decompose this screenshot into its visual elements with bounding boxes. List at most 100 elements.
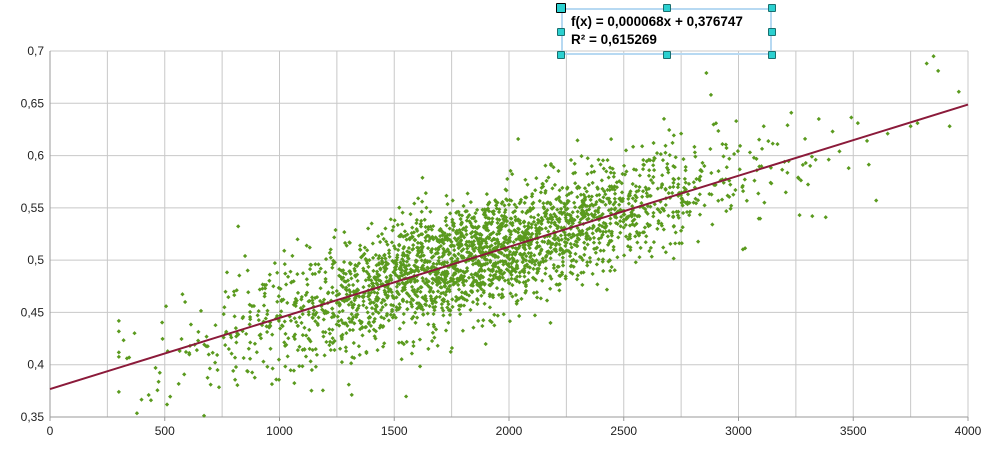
data-point	[376, 277, 381, 283]
data-point	[397, 326, 402, 331]
data-point	[708, 146, 713, 152]
data-point	[596, 157, 601, 162]
data-point	[582, 197, 588, 202]
data-point	[640, 189, 646, 194]
data-point	[284, 282, 289, 287]
data-point	[518, 221, 523, 226]
data-point	[584, 189, 589, 194]
data-point	[502, 203, 507, 208]
data-point	[536, 212, 541, 218]
data-point	[809, 154, 815, 159]
data-point	[364, 305, 369, 310]
data-point	[412, 201, 417, 206]
data-point	[535, 270, 540, 276]
data-point	[369, 281, 375, 286]
data-point	[309, 388, 314, 393]
data-point	[525, 182, 530, 187]
data-point	[530, 206, 535, 211]
data-point	[432, 335, 437, 340]
data-point	[584, 211, 589, 216]
selection-handle-middle-right[interactable]	[768, 28, 776, 36]
data-point	[344, 292, 349, 297]
data-point	[226, 346, 231, 352]
data-point	[346, 382, 351, 387]
data-point	[168, 394, 173, 399]
data-point	[433, 300, 439, 305]
data-point	[428, 285, 434, 291]
data-point	[668, 241, 673, 246]
data-point	[487, 305, 493, 310]
selection-handle-top-left[interactable]	[556, 3, 566, 13]
data-point	[673, 230, 678, 235]
data-point	[295, 323, 301, 328]
data-point	[637, 231, 642, 236]
data-point	[437, 240, 442, 245]
trendline	[49, 103, 969, 390]
trendline-equation-box[interactable]: f(x) = 0,000068x + 0,376747 R² = 0,61526…	[561, 8, 772, 55]
data-point	[605, 196, 610, 201]
data-point	[323, 270, 328, 275]
selection-handle-bottom-left[interactable]	[557, 51, 565, 59]
data-point	[282, 319, 287, 324]
selection-handle-middle-left[interactable]	[557, 28, 565, 36]
data-point	[612, 187, 617, 192]
data-point	[596, 257, 601, 262]
data-point	[208, 382, 213, 387]
data-point	[429, 266, 434, 271]
data-point	[476, 318, 481, 323]
data-point	[549, 220, 554, 225]
data-point	[673, 155, 678, 160]
data-point	[470, 300, 476, 305]
data-point	[391, 260, 397, 265]
data-point	[585, 242, 590, 247]
data-point	[496, 277, 502, 282]
selection-handle-bottom-center[interactable]	[663, 51, 671, 59]
data-point	[485, 206, 491, 211]
data-point	[383, 302, 388, 307]
data-point	[549, 276, 554, 281]
data-point	[233, 326, 238, 331]
data-point	[885, 131, 890, 136]
data-point	[423, 229, 428, 234]
data-point	[936, 68, 941, 73]
data-point	[389, 309, 395, 314]
data-point	[526, 220, 531, 226]
data-point	[445, 299, 450, 304]
selection-handle-top-center[interactable]	[663, 4, 671, 12]
data-point	[590, 231, 595, 236]
data-point	[837, 149, 842, 154]
data-point	[541, 206, 547, 211]
data-point	[575, 185, 580, 190]
data-point	[681, 157, 686, 162]
r-squared-label: R² = 0,615269	[571, 32, 657, 47]
data-point	[451, 224, 457, 229]
data-point	[698, 168, 703, 173]
data-point	[588, 197, 593, 202]
data-point	[229, 351, 234, 356]
data-point	[450, 259, 455, 264]
data-point	[417, 364, 423, 369]
data-point	[343, 348, 349, 354]
data-point	[670, 210, 676, 215]
data-point	[502, 278, 508, 283]
selection-handle-bottom-right[interactable]	[768, 51, 776, 59]
data-point	[347, 287, 352, 293]
data-point	[634, 189, 639, 194]
data-point	[372, 290, 377, 295]
data-point	[673, 241, 678, 246]
data-point	[288, 318, 294, 323]
data-point	[685, 200, 690, 205]
selection-handle-top-right[interactable]	[768, 4, 776, 12]
data-point	[609, 137, 614, 142]
data-point	[633, 184, 639, 189]
data-point	[640, 194, 645, 199]
data-point	[371, 319, 376, 324]
data-point	[582, 186, 588, 191]
data-point	[493, 275, 499, 280]
data-point	[311, 308, 317, 313]
data-point	[431, 261, 436, 266]
data-point	[269, 382, 275, 387]
data-point	[644, 191, 649, 196]
data-point	[323, 276, 328, 282]
data-point	[522, 274, 527, 279]
